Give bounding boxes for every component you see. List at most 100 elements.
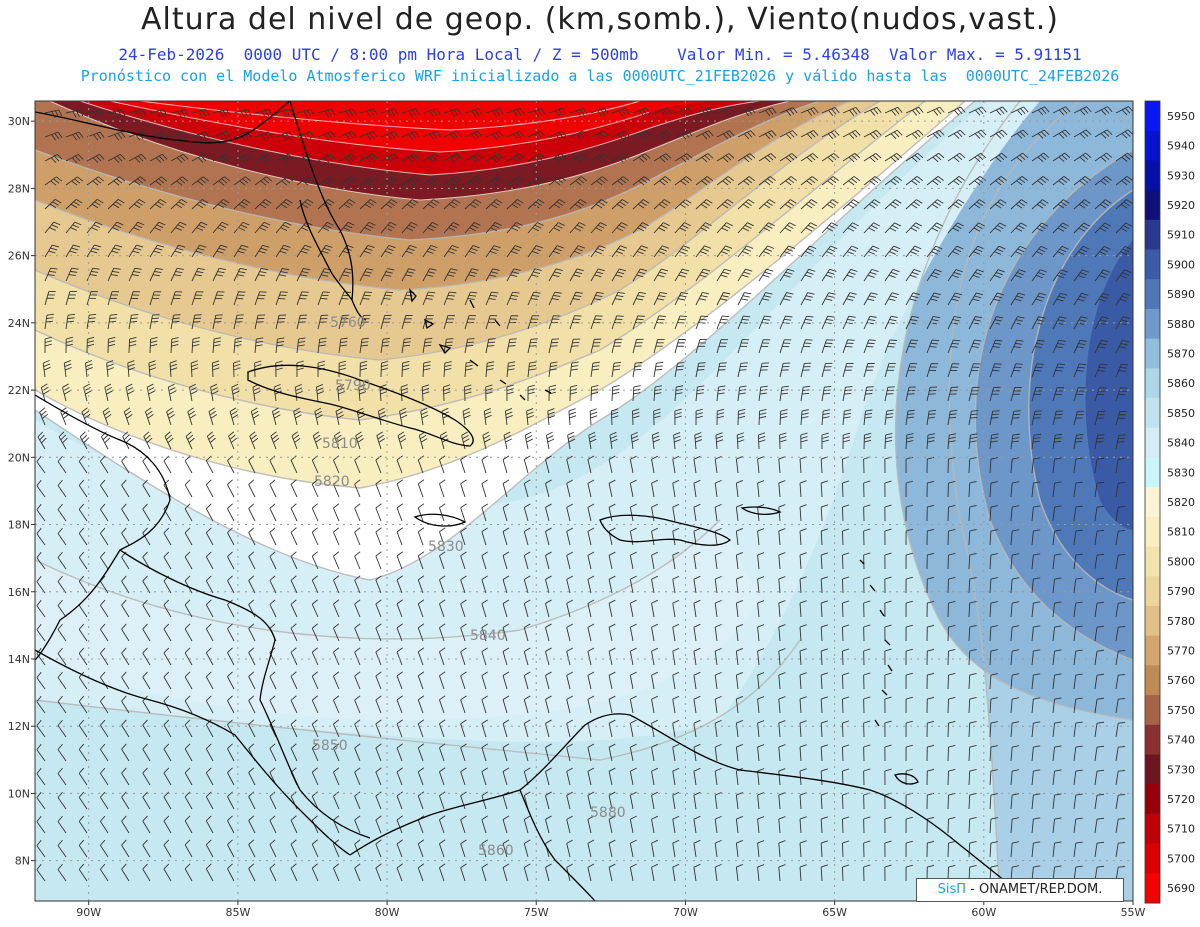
wind-barb [714,479,722,498]
wind-barb [821,292,836,306]
wind-barb [653,153,672,163]
wind-barb [107,244,123,258]
wind-barb [1094,577,1104,594]
wind-barb [548,199,566,210]
wind-barb [397,431,407,450]
wind-barb [800,176,818,186]
wind-barb [359,268,374,282]
wind-barb [1031,745,1041,762]
wind-barb [380,291,394,306]
wind-barb [358,384,367,402]
wind-barb [884,409,894,426]
wind-barb [926,409,937,426]
wind-barb [842,362,854,378]
wind-barb [1052,269,1068,282]
wind-barb [989,625,998,642]
wind-barb [800,362,812,378]
wind-barb [506,291,520,306]
wind-barb [57,599,67,618]
wind-barb [841,648,850,666]
wind-barb [396,551,403,570]
wind-barb [78,455,88,474]
wind-barb [86,267,100,282]
wind-barb [947,363,960,378]
wind-barb [863,222,880,234]
wind-barb [439,719,446,738]
wind-barb [566,671,574,690]
wind-barb [714,599,722,618]
wind-barb [716,199,734,210]
wind-barb [57,527,67,546]
wind-barb [1115,175,1133,186]
wind-barb [142,839,151,858]
wind-barb [78,503,88,522]
wind-barb [632,176,650,186]
wind-barb [312,431,322,450]
wind-barb [333,455,340,474]
wind-barb [629,599,637,618]
wind-barb [502,695,510,714]
colorbar-label: 5920 [1167,199,1195,212]
wind-barb [1052,199,1070,210]
wind-barb [587,599,595,618]
wind-barb [523,743,531,762]
wind-barb [422,199,440,210]
wind-barb [884,106,903,116]
wind-barb [121,599,130,618]
wind-barb [587,527,595,546]
wind-barb [947,600,956,618]
wind-barb [212,108,231,118]
wind-barb [968,292,984,306]
contour-label: 5790 [335,378,371,394]
wind-barb [779,362,791,378]
wind-barb [863,268,879,282]
wind-barb [170,131,189,141]
wind-barb [947,792,956,810]
wind-barb [380,244,396,258]
wind-barb [78,527,88,546]
wind-barb [653,176,671,186]
wind-barb [821,130,840,140]
wind-barb [820,672,828,690]
wind-barb [1094,505,1104,522]
wind-barb [841,816,850,834]
colorbar-swatch [1145,338,1160,369]
wind-barb [443,291,457,306]
wind-barb [356,407,366,426]
wind-barb [464,153,483,163]
wind-barb [1115,745,1126,762]
wind-barb [714,623,722,642]
wind-barb [191,109,210,118]
wind-barb [947,576,956,594]
wind-barb [1115,106,1133,116]
wind-barb [39,407,49,426]
wind-barb [78,743,88,762]
wind-barb [65,153,84,164]
wind-barb [735,816,744,834]
wind-barb [163,815,172,834]
wind-barb [716,176,734,186]
colorbar-label: 5760 [1167,674,1195,687]
wind-barb [884,222,901,234]
wind-barb [142,863,151,882]
wind-barb [611,107,630,117]
wind-barb [422,221,439,234]
wind-barb [569,107,588,117]
wind-barb [989,841,998,858]
wind-barb [1052,625,1062,642]
wind-barb [163,551,172,570]
wind-barb [1052,245,1069,258]
wind-barb [715,432,724,450]
wind-barb [693,623,701,642]
wind-barb [1010,769,1020,786]
colorbar-swatch [1145,605,1160,637]
wind-barb [694,432,703,450]
wind-barb [1031,553,1041,570]
wind-barb [380,199,398,210]
wind-barb [502,671,510,690]
wind-barb [611,385,620,402]
wind-barb [735,744,744,762]
wind-barb [714,863,722,882]
wind-barb [968,673,977,690]
wind-barb [716,222,733,234]
